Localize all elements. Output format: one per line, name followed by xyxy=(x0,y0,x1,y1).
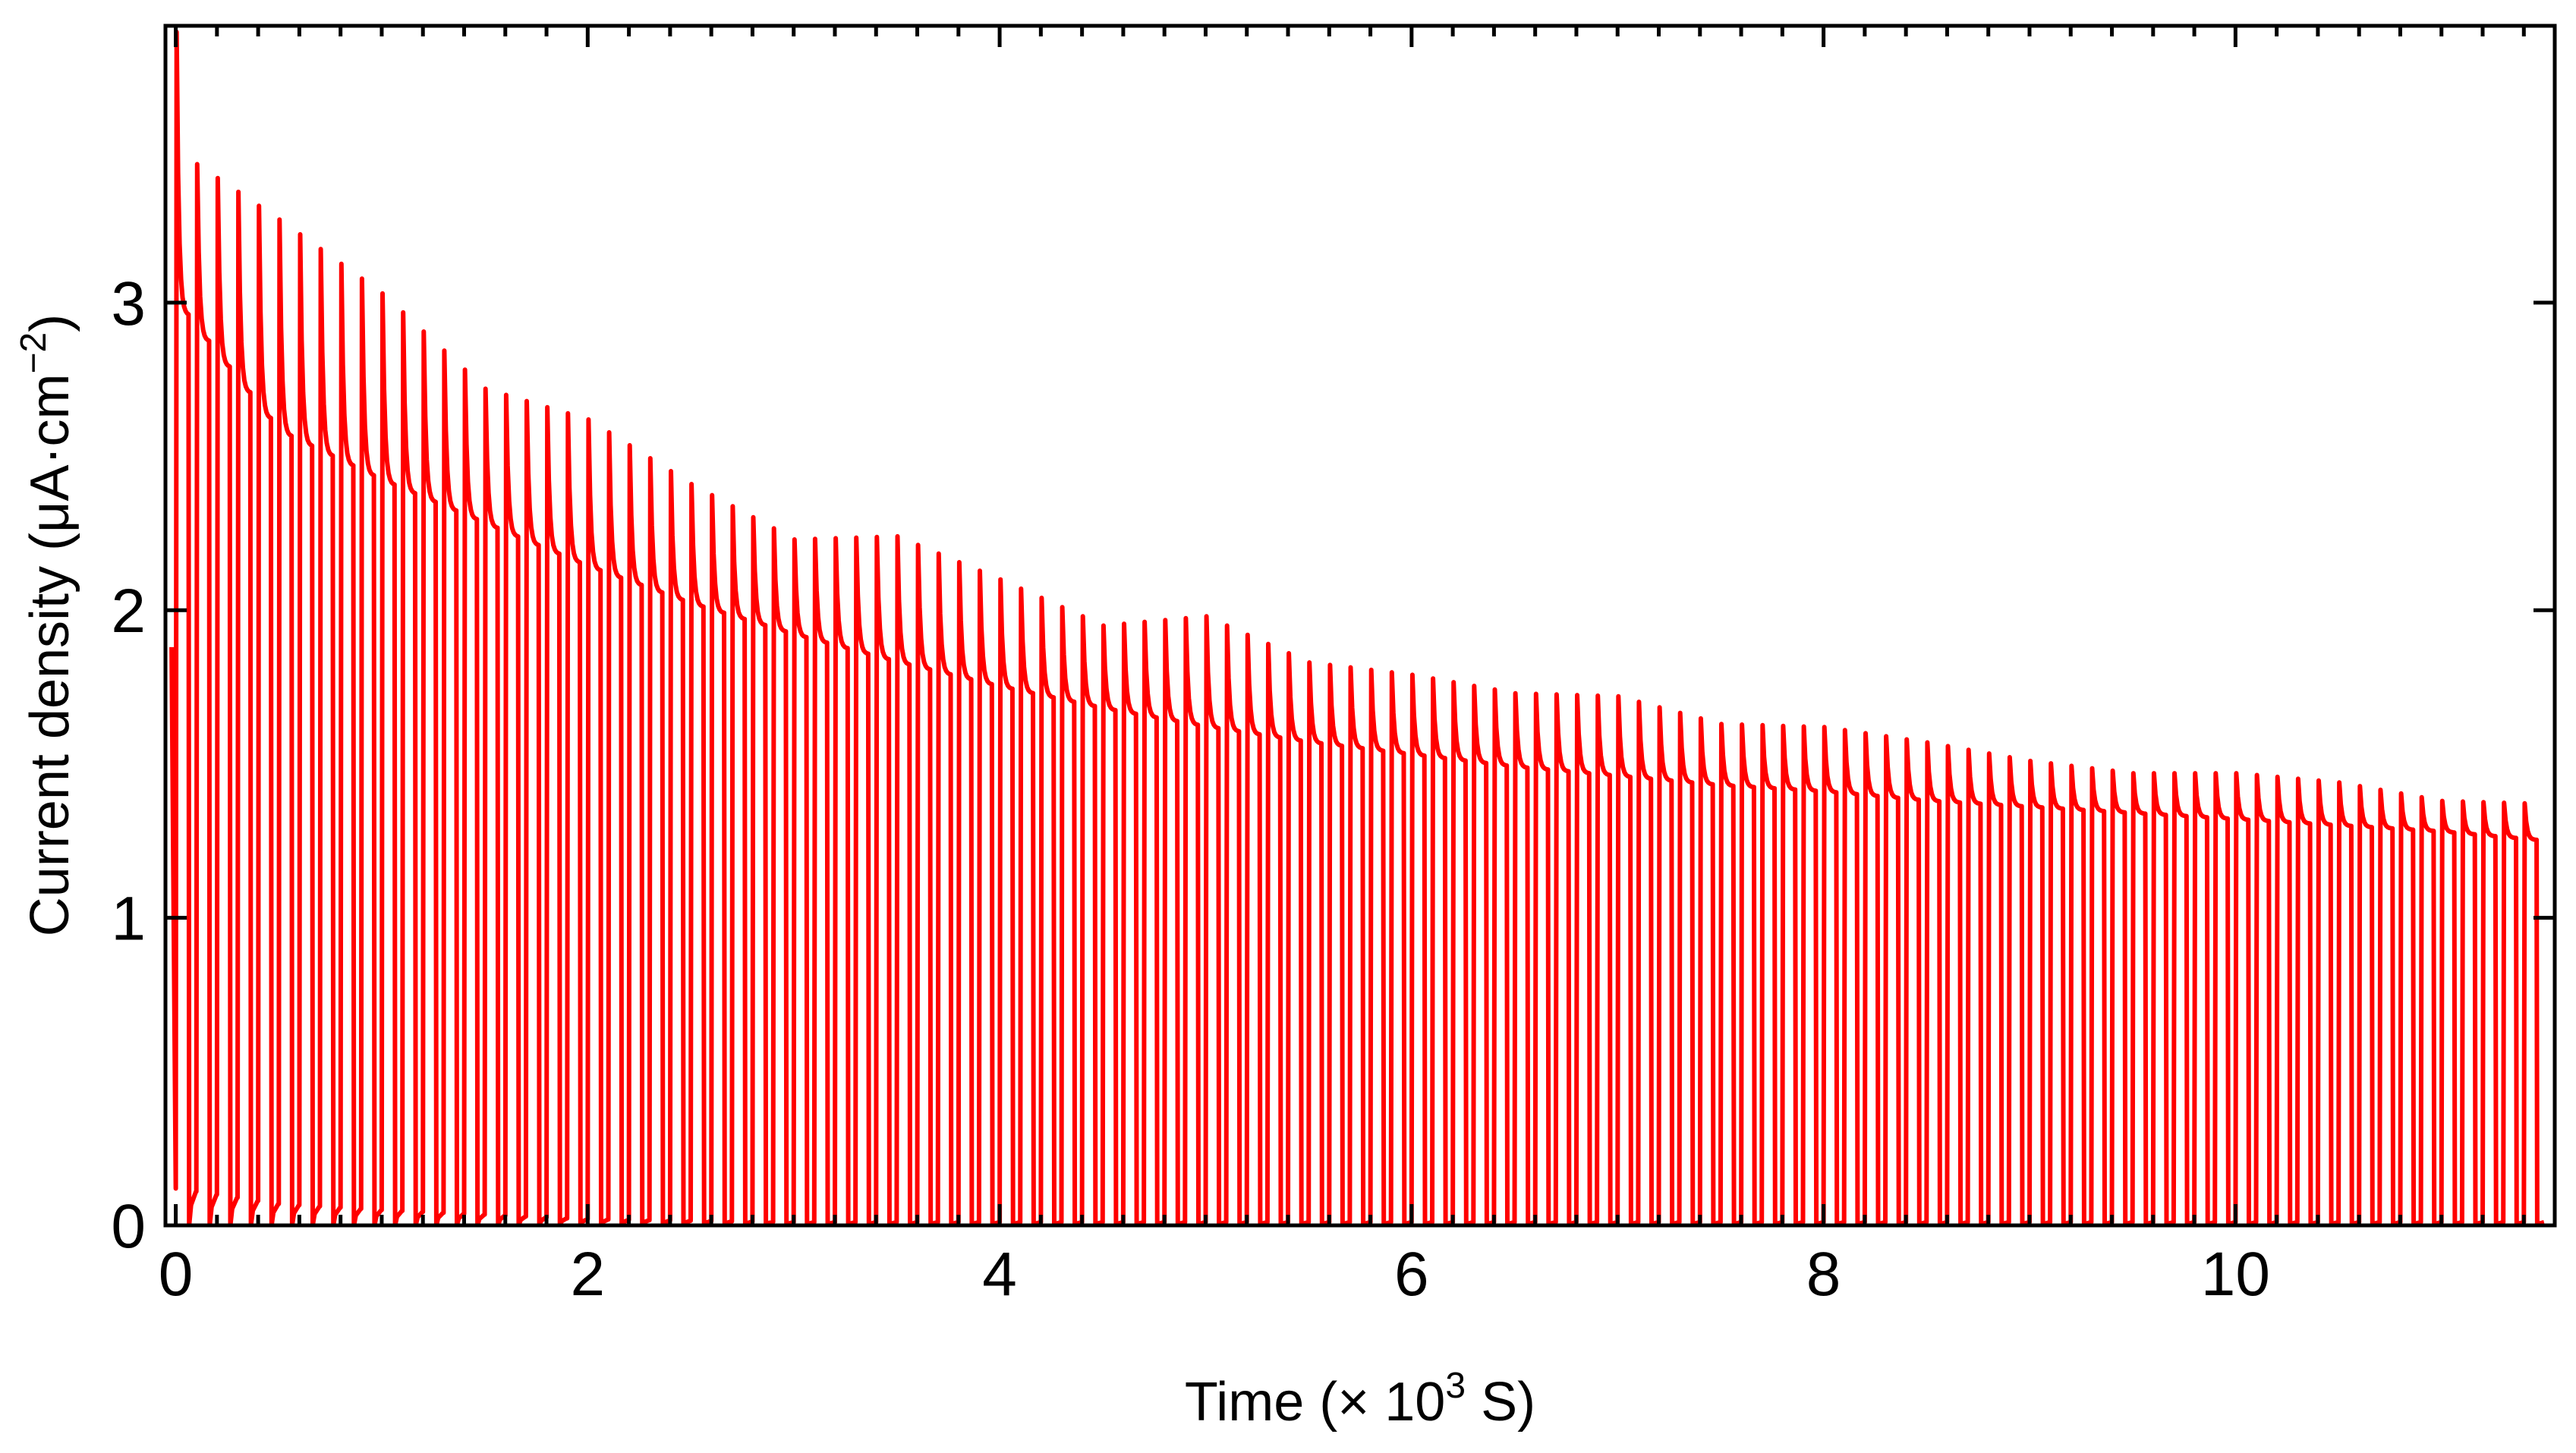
x-tick-label: 6 xyxy=(1394,1240,1429,1309)
y-axis-label: Current density (μA·cm−2) xyxy=(14,314,80,936)
y-tick-label: 3 xyxy=(111,269,146,338)
plot-frame xyxy=(163,24,2557,1228)
x-tick-label: 2 xyxy=(571,1240,606,1309)
y-tick-label: 1 xyxy=(111,885,146,954)
axis-ticks xyxy=(165,26,2555,1228)
axis-tick-labels: 0 2 4 6 8 10 0 1 2 3 xyxy=(111,269,2270,1309)
y-tick-label: 0 xyxy=(111,1192,146,1261)
x-tick-label: 0 xyxy=(159,1240,194,1309)
x-tick-label: 8 xyxy=(1806,1240,1841,1309)
x-tick-label: 4 xyxy=(982,1240,1017,1309)
x-tick-label: 10 xyxy=(2201,1240,2270,1309)
x-axis-label: Time (× 103 S) xyxy=(1185,1366,1535,1433)
y-tick-label: 2 xyxy=(111,577,146,646)
series-line-current-density xyxy=(169,30,2545,1225)
plot-area xyxy=(169,30,2545,1225)
